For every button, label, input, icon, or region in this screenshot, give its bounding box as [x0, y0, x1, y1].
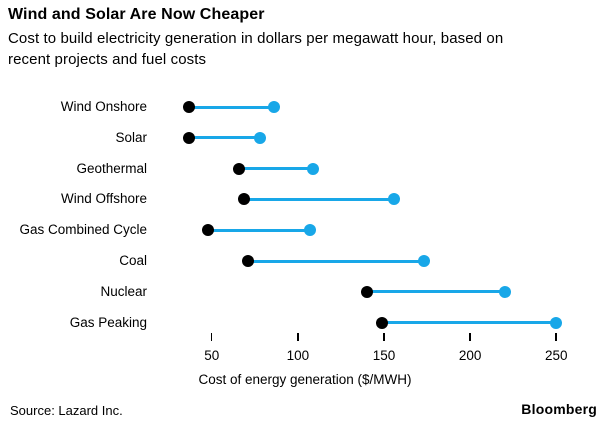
category-label: Gas Peaking	[69, 314, 147, 330]
low-dot	[238, 193, 251, 206]
range-line	[382, 321, 557, 325]
low-dot	[360, 285, 373, 298]
range-line	[239, 167, 314, 171]
category-label: Coal	[119, 253, 147, 268]
high-dot	[417, 255, 430, 267]
category-label: Nuclear	[100, 283, 147, 299]
category-label: Gas Combined Cycle	[19, 222, 147, 238]
low-dot	[202, 224, 215, 237]
high-dot	[498, 285, 511, 298]
high-dot	[550, 316, 563, 329]
x-tick-label: 50	[204, 348, 220, 363]
low-dot	[183, 131, 196, 144]
high-dot	[267, 101, 280, 113]
category-label: Wind Offshore	[60, 191, 147, 207]
range-line	[244, 197, 395, 201]
low-dot	[241, 255, 254, 267]
x-tick-mark	[210, 333, 213, 341]
category-label: Geothermal	[76, 160, 147, 176]
chart-subtitle-line2: recent projects and fuel costs	[8, 51, 207, 68]
range-line	[247, 259, 424, 263]
x-tick-mark	[383, 333, 385, 341]
range-line	[208, 228, 310, 232]
category-label: Solar	[115, 129, 147, 145]
category-label: Wind Onshore	[60, 99, 147, 114]
x-tick-mark	[297, 333, 299, 341]
x-tick-label: 250	[544, 348, 568, 363]
x-axis-title: Cost of energy generation ($/MWH)	[198, 372, 412, 387]
x-tick-label: 150	[372, 348, 396, 363]
x-tick-mark	[469, 333, 471, 341]
high-dot	[253, 131, 266, 144]
bloomberg-logo: Bloomberg	[521, 401, 597, 417]
range-line	[366, 290, 505, 294]
chart-title: Wind and Solar Are Now Cheaper	[8, 6, 265, 23]
low-dot	[376, 316, 389, 329]
high-dot	[307, 162, 320, 175]
high-dot	[303, 224, 316, 237]
range-line	[189, 136, 260, 140]
low-dot	[183, 101, 196, 113]
x-tick-mark	[555, 333, 557, 341]
range-line	[189, 105, 274, 109]
x-tick-label: 200	[458, 348, 482, 363]
chart-subtitle-line1: Cost to build electricity generation in …	[8, 30, 504, 47]
low-dot	[233, 162, 246, 175]
x-tick-label: 100	[286, 348, 310, 363]
high-dot	[388, 193, 401, 206]
source-note: Source: Lazard Inc.	[10, 403, 123, 418]
